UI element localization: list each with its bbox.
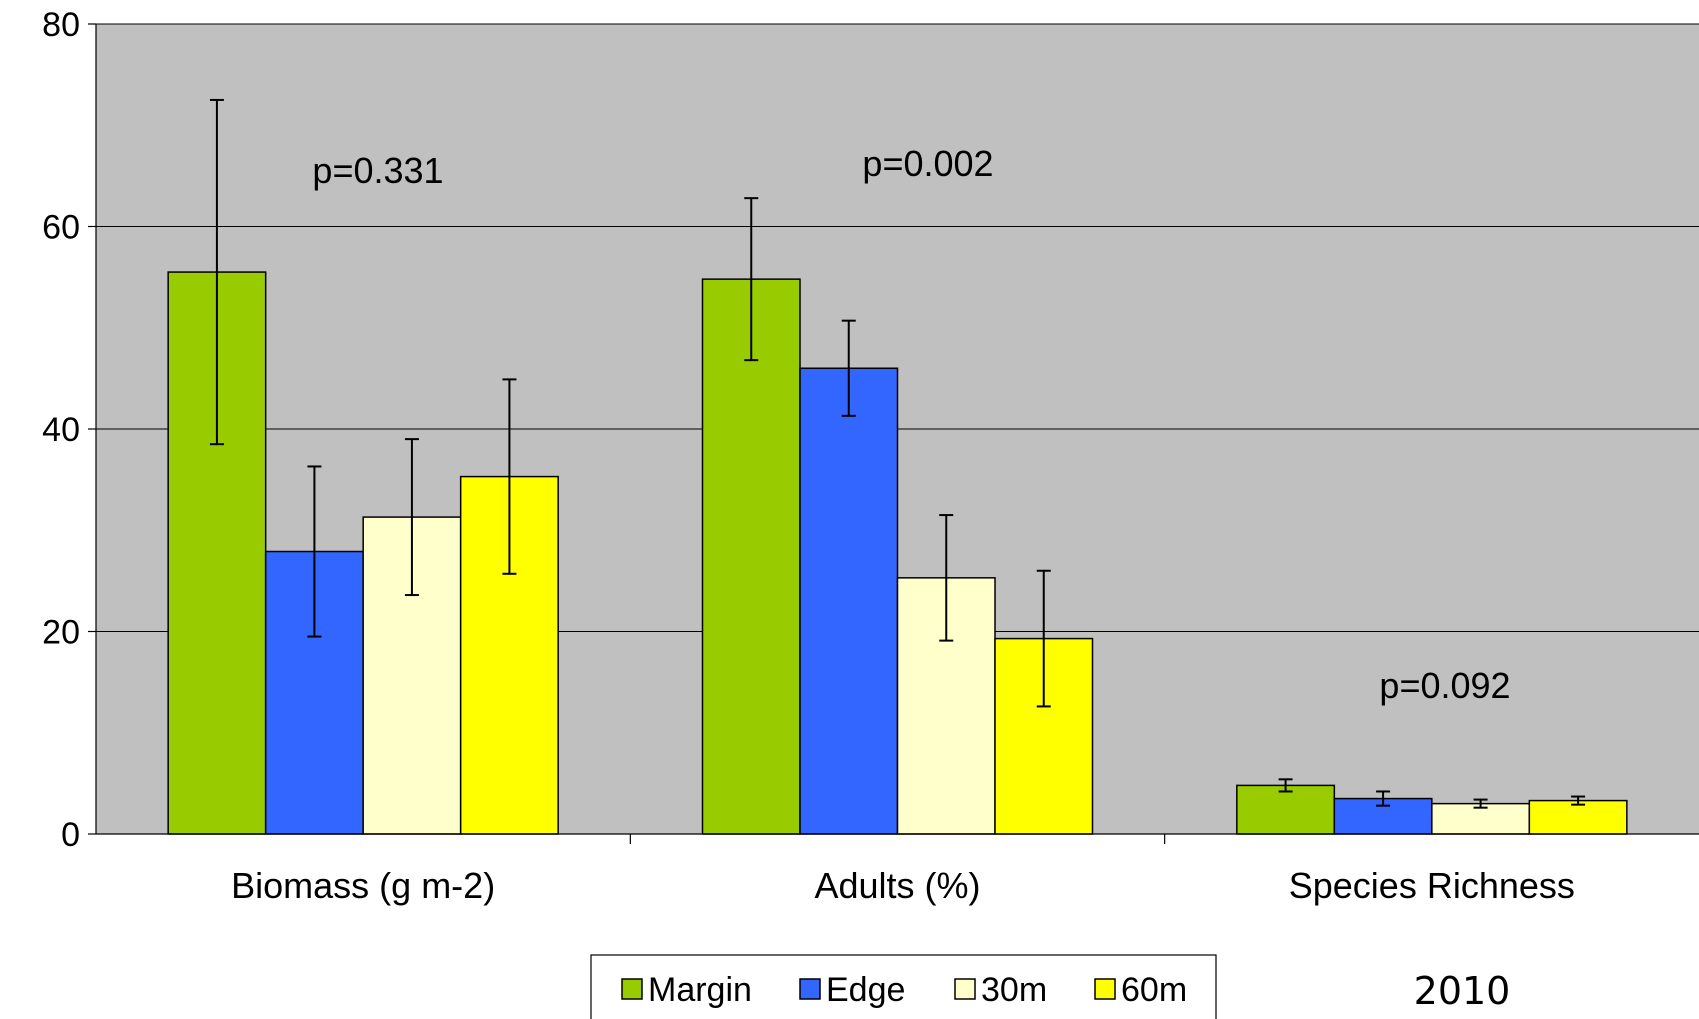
p-value-label: p=0.092: [1379, 665, 1510, 706]
legend: Margin Edge 30m 60m: [590, 954, 1217, 1019]
category-labels: Biomass (g m-2) Adults (%) Species Richnes…: [231, 865, 1575, 906]
p-value-annotations: p=0.331 p=0.002 p=0.092: [312, 143, 1510, 706]
year-label: 2010: [1414, 969, 1511, 1013]
legend-swatch: [621, 978, 643, 1000]
y-tick-label: 20: [42, 614, 80, 652]
y-tick-labels: 0 20 40 60 80: [42, 6, 80, 854]
error-bars: [209, 98, 1586, 809]
y-tick-label: 60: [42, 209, 80, 247]
y-tick-label: 0: [61, 816, 80, 854]
axes: [95, 24, 1699, 844]
p-value-label: p=0.002: [862, 143, 993, 184]
legend-label: 30m: [981, 971, 1047, 1009]
bar: [701, 278, 801, 835]
legend-swatch: [799, 978, 821, 1000]
bar: [799, 367, 899, 835]
legend-swatch: [954, 978, 976, 1000]
legend-label: 60m: [1121, 971, 1187, 1009]
category-label: Adults (%): [814, 865, 980, 906]
legend-swatch: [1094, 978, 1116, 1000]
y-tick-label: 40: [42, 411, 80, 449]
bar: [1528, 799, 1628, 835]
y-tick-label: 80: [42, 6, 80, 44]
category-label: Species Richness: [1289, 865, 1575, 906]
p-value-label: p=0.331: [312, 150, 443, 191]
legend-label: Edge: [826, 971, 905, 1009]
bar: [1236, 784, 1336, 835]
legend-label: Margin: [648, 971, 752, 1009]
category-label: Biomass (g m-2): [231, 865, 495, 906]
